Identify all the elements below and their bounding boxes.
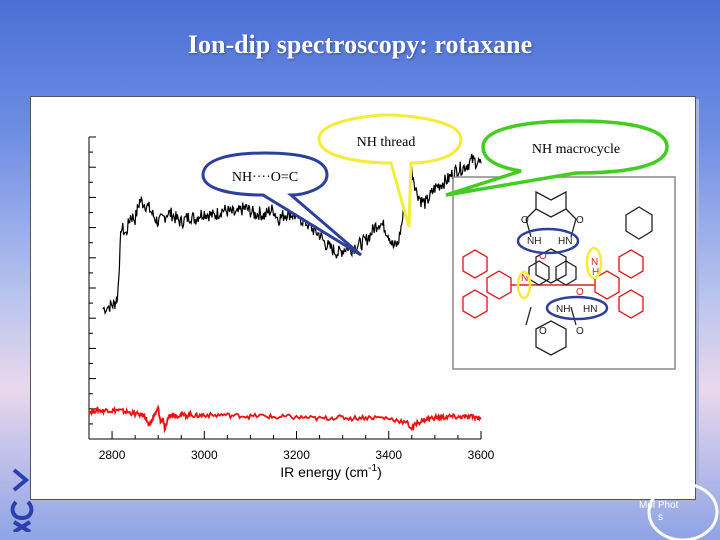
callout-nh-macrocycle: NH macrocycle [445,119,669,197]
atom-label: O [539,326,547,337]
series-0 [102,153,482,316]
x-axis-label: IR energy (cm-1) [280,463,382,480]
callout-nh-oc: NH····O=C [201,151,362,257]
series-line-0 [102,153,482,316]
series-layer [88,153,482,434]
tick-labels: 2800 3000 3200 3400 3600 [99,448,495,462]
x-tick-label: 3400 [375,448,402,462]
atom-label: O [576,326,584,337]
molecule-labels: O O NH HN O N N H O NH HN O O [521,215,599,337]
atom-label: NH [527,236,541,247]
atom-label: HN [583,304,597,315]
logo-text-line2: s [658,512,663,523]
molecule-inset: O O NH HN O N N H O NH HN O O [452,176,676,370]
atom-label: O [576,215,584,226]
x-tick-label: 3200 [283,448,310,462]
logo-text-line1: Mol Phot [639,500,679,511]
slide-title: Ion-dip spectroscopy: rotaxane [187,30,533,59]
atom-label: HN [558,236,572,247]
series-line-1 [88,403,482,434]
atom-label: H [592,267,599,278]
x-tick-label: 2800 [99,448,126,462]
callout-nh-thread: NH thread [317,113,463,228]
macrocycle-nh-highlight [545,295,609,321]
university-logo-icon [10,468,34,532]
annotation-nh-macrocycle: NH macrocycle [532,142,620,157]
annotation-nh-thread: NH thread [357,135,416,150]
annotation-nh-oc: NH····O=C [232,170,298,185]
macrocycle-drawing [525,190,577,356]
series-1 [88,403,482,434]
atom-label: O [521,215,529,226]
x-tick-label: 3000 [191,448,218,462]
thread-drawing [462,249,644,319]
thread-nh-highlight [516,270,532,300]
atom-label: NH [556,304,570,315]
atom-label: O [576,287,584,298]
atom-label: O [539,251,547,262]
x-tick-label: 3600 [468,448,495,462]
molphot-logo-icon: Mol Phot s [639,482,719,540]
spectrum-chart: 2800 3000 3200 3400 3600 IR energy (cm-1) [88,113,676,480]
chart-panel: 2800 3000 3200 3400 3600 IR energy (cm-1) [30,96,696,500]
atom-label: N [591,257,598,268]
chart-axes [88,136,482,440]
atom-label: N [521,273,528,284]
macrocycle-nh-highlight [516,227,580,255]
thread-nh-highlight [585,246,603,280]
